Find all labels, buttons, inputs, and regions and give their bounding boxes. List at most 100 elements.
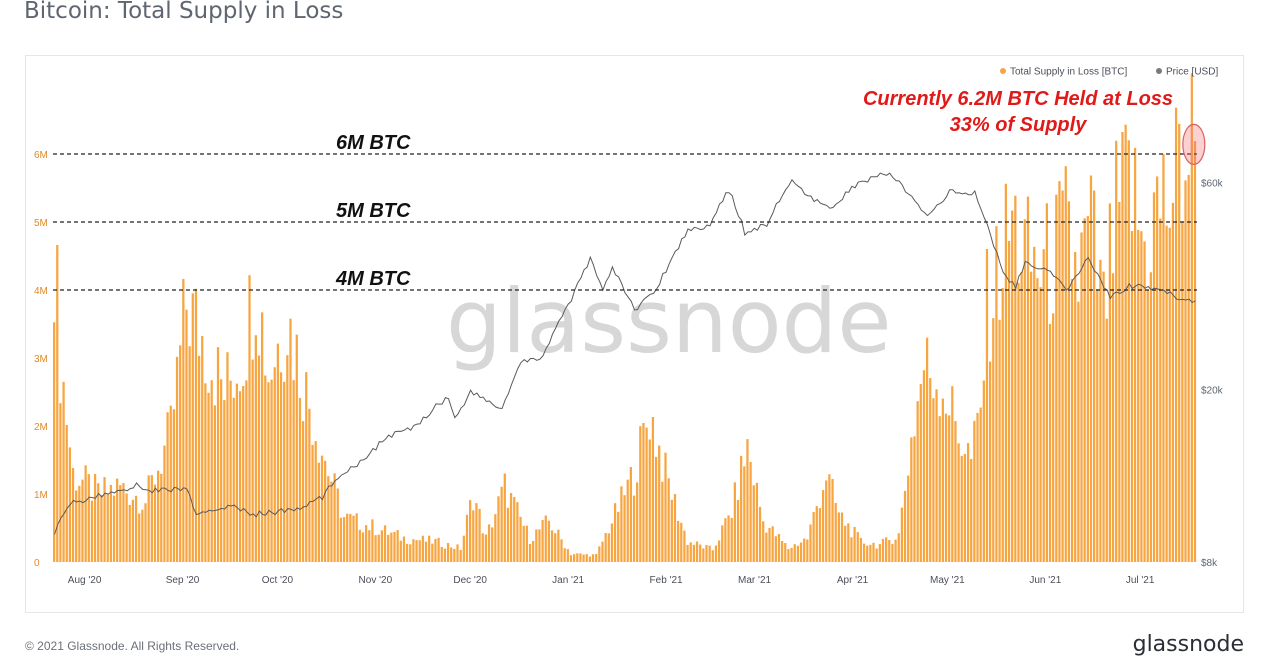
supply-bar bbox=[721, 525, 724, 562]
supply-bar bbox=[1093, 190, 1096, 562]
supply-bar bbox=[182, 278, 185, 562]
supply-bar bbox=[1130, 231, 1134, 563]
supply-bar bbox=[261, 312, 264, 562]
x-tick-label: Mar '21 bbox=[738, 575, 771, 586]
supply-bar bbox=[853, 526, 856, 562]
supply-bar bbox=[642, 422, 645, 562]
supply-bar bbox=[1115, 140, 1118, 562]
supply-bar bbox=[1033, 246, 1036, 562]
supply-bar bbox=[1017, 282, 1020, 562]
supply-bar bbox=[897, 533, 900, 562]
supply-bar bbox=[844, 525, 847, 562]
legend-label: Total Supply in Loss [BTC] bbox=[1010, 67, 1127, 78]
supply-bar bbox=[484, 534, 488, 562]
supply-bar bbox=[992, 318, 995, 562]
supply-bar bbox=[450, 547, 453, 562]
supply-bar bbox=[516, 502, 519, 562]
supply-bar bbox=[1067, 201, 1071, 563]
y-left-tick-label: 5M bbox=[34, 218, 48, 229]
supply-bar bbox=[405, 543, 409, 562]
supply-bar bbox=[639, 426, 642, 562]
supply-bar bbox=[636, 482, 639, 562]
supply-bar bbox=[554, 533, 557, 562]
supply-bar bbox=[1055, 194, 1058, 562]
y-left-tick-label: 2M bbox=[34, 422, 48, 433]
supply-bar bbox=[613, 503, 617, 562]
supply-bar bbox=[960, 455, 963, 562]
supply-bar bbox=[1156, 176, 1159, 562]
supply-bar bbox=[346, 513, 349, 562]
supply-bar bbox=[695, 541, 699, 562]
supply-bar bbox=[812, 512, 815, 562]
supply-bar bbox=[601, 541, 604, 562]
supply-bar bbox=[976, 412, 979, 562]
supply-bar bbox=[494, 514, 497, 562]
supply-bar bbox=[399, 540, 402, 562]
supply-bar bbox=[1143, 241, 1146, 562]
supply-bar bbox=[210, 380, 213, 562]
supply-bar bbox=[532, 540, 535, 562]
supply-bar bbox=[566, 549, 569, 562]
supply-bar bbox=[929, 378, 932, 562]
supply-bar bbox=[724, 518, 727, 562]
y-left-tick-label: 1M bbox=[34, 490, 48, 501]
supply-bar bbox=[758, 506, 762, 562]
supply-bar bbox=[998, 319, 1001, 562]
supply-bar bbox=[670, 499, 673, 562]
x-tick-label: Jan '21 bbox=[552, 575, 584, 586]
supply-bar bbox=[153, 484, 157, 562]
supply-bar bbox=[900, 507, 904, 562]
supply-bar bbox=[264, 375, 267, 562]
supply-bar bbox=[1039, 287, 1042, 562]
supply-bar bbox=[680, 522, 683, 562]
supply-bar bbox=[1074, 251, 1077, 562]
supply-bar bbox=[481, 533, 484, 562]
supply-bar bbox=[352, 515, 355, 562]
supply-bar bbox=[1181, 221, 1184, 563]
supply-bar bbox=[1118, 201, 1121, 563]
supply-bar bbox=[607, 533, 610, 562]
legend-marker bbox=[1156, 68, 1162, 74]
supply-bar bbox=[185, 309, 188, 562]
y-left-tick-label: 3M bbox=[34, 354, 48, 365]
supply-bar bbox=[1146, 289, 1149, 562]
supply-bar bbox=[232, 397, 235, 562]
supply-bar bbox=[390, 532, 393, 562]
supply-bar bbox=[59, 403, 62, 562]
chart-frame: glassnode 6M BTC 5M BTC 4M BTC 0 1M 2M 3M 4M 5M… bbox=[25, 55, 1244, 613]
supply-bar bbox=[916, 401, 919, 562]
supply-bar bbox=[951, 386, 954, 562]
supply-bar bbox=[982, 380, 985, 562]
supply-bar bbox=[213, 405, 216, 562]
supply-bar bbox=[279, 372, 283, 562]
supply-bar bbox=[286, 355, 289, 562]
supply-bar bbox=[409, 544, 412, 562]
supply-bar bbox=[907, 475, 910, 562]
supply-bar bbox=[1190, 73, 1193, 563]
supply-bar bbox=[365, 525, 368, 562]
supply-bar bbox=[150, 475, 153, 562]
supply-bar bbox=[1052, 313, 1055, 562]
supply-bar bbox=[465, 514, 469, 562]
supply-bar bbox=[220, 379, 223, 562]
supply-bar bbox=[242, 386, 245, 562]
supply-bar bbox=[160, 473, 163, 562]
supply-bar bbox=[598, 546, 601, 562]
supply-bar bbox=[1001, 288, 1004, 562]
supply-bar bbox=[875, 548, 878, 562]
supply-bar bbox=[1165, 225, 1168, 562]
supply-bar bbox=[831, 478, 834, 562]
supply-bar bbox=[308, 408, 311, 562]
supply-bar bbox=[840, 512, 844, 562]
supply-bar bbox=[336, 488, 339, 562]
supply-bar bbox=[1137, 229, 1140, 563]
supply-bar bbox=[443, 548, 447, 562]
supply-bar bbox=[330, 481, 333, 562]
supply-bar bbox=[87, 474, 90, 562]
supply-bar bbox=[1083, 218, 1086, 563]
supply-bar bbox=[248, 275, 251, 562]
supply-bar bbox=[821, 490, 825, 562]
reference-line-label: 4M BTC bbox=[335, 268, 411, 290]
supply-bar bbox=[850, 537, 853, 562]
supply-bar bbox=[65, 425, 68, 562]
